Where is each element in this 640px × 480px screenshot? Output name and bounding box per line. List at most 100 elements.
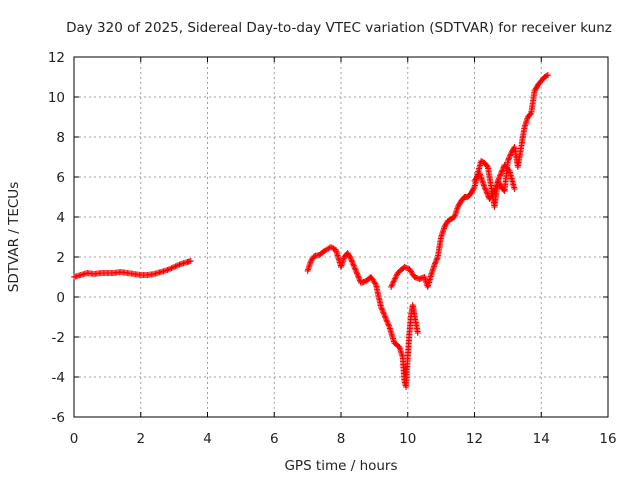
data-point (480, 181, 487, 188)
data-point (495, 176, 502, 183)
data-point (390, 278, 397, 285)
data-point (482, 185, 489, 192)
y-tick-label: -2 (52, 330, 65, 346)
data-point (355, 274, 362, 281)
data-point (494, 181, 501, 187)
data-point (492, 186, 499, 193)
data-point (478, 175, 485, 182)
y-tick-label: 8 (56, 130, 65, 146)
data-point (511, 186, 518, 192)
data-point (353, 268, 360, 274)
data-point (354, 272, 361, 278)
y-tick-label: -4 (52, 370, 65, 386)
data-point (477, 172, 484, 179)
series-segment-1 (71, 258, 194, 280)
data-point (349, 258, 356, 265)
x-tick-label: 2 (136, 431, 145, 447)
grid-lines (74, 57, 608, 417)
series-segment-2 (304, 244, 421, 390)
y-axis-label: SDTVAR / TECUs (6, 182, 22, 292)
data-point (392, 275, 399, 282)
x-tick-label: 14 (533, 431, 550, 447)
data-point (499, 167, 506, 174)
data-point (187, 258, 194, 264)
data-point (492, 185, 499, 192)
y-tick-label: 0 (56, 290, 65, 306)
data-point (481, 184, 488, 190)
data-point (381, 313, 388, 320)
data-point (505, 156, 512, 163)
data-point (352, 266, 359, 273)
data-point (382, 314, 389, 321)
data-point (176, 261, 183, 268)
data-point (391, 277, 398, 283)
x-tick-label: 12 (466, 431, 483, 447)
data-point (498, 168, 505, 175)
data-point (495, 178, 502, 185)
data-point (497, 171, 504, 178)
chart-title: Day 320 of 2025, Sidereal Day-to-day VTE… (66, 20, 612, 36)
data-point (479, 177, 486, 183)
data-points (71, 72, 551, 390)
data-point (479, 178, 486, 185)
data-point (496, 175, 503, 182)
data-point (498, 170, 505, 176)
x-tick-label: 0 (70, 431, 79, 447)
data-point (543, 72, 550, 79)
data-point (505, 155, 512, 162)
data-point (505, 166, 512, 173)
data-point (169, 264, 176, 271)
data-point (383, 316, 390, 322)
data-point (380, 310, 387, 317)
data-point (482, 186, 489, 193)
data-point (351, 265, 358, 272)
tick-labels: 0 2 4 6 8 10 12 14 16 -6 -4 -2 0 2 4 6 8 10 12 (48, 50, 617, 447)
y-tick-label: 10 (48, 90, 65, 106)
data-point (372, 280, 379, 287)
data-point (380, 309, 387, 316)
data-point (433, 258, 440, 264)
data-point (383, 317, 390, 324)
data-point (350, 262, 357, 269)
data-point (483, 189, 490, 196)
data-point (527, 111, 534, 117)
data-point (388, 284, 395, 290)
data-point (483, 188, 490, 194)
data-point (354, 270, 361, 277)
x-tick-label: 4 (203, 431, 212, 447)
x-tick-label: 8 (337, 431, 346, 447)
x-tick-label: 10 (399, 431, 416, 447)
data-point (378, 305, 385, 312)
data-point (350, 261, 357, 268)
data-point (348, 257, 355, 264)
data-point (171, 264, 178, 270)
y-tick-label: 12 (48, 50, 65, 66)
series-segment-4 (471, 162, 518, 202)
data-point (484, 163, 491, 169)
data-point (484, 190, 491, 197)
data-point (379, 306, 386, 313)
data-point (544, 72, 551, 78)
data-point (173, 262, 180, 269)
data-point (506, 154, 513, 160)
x-tick-label: 6 (270, 431, 279, 447)
data-point (384, 318, 391, 325)
data-point (477, 171, 484, 178)
data-point (168, 265, 175, 272)
data-point (385, 321, 392, 328)
y-tick-label: 4 (56, 210, 65, 226)
data-point (490, 189, 497, 196)
data-point (390, 279, 397, 286)
x-axis-label: GPS time / hours (284, 458, 397, 474)
data-point (497, 172, 504, 179)
data-point (347, 254, 354, 261)
data-point (392, 274, 399, 281)
data-point (476, 170, 483, 176)
data-point (491, 188, 498, 194)
data-point (353, 269, 360, 276)
y-tick-label: -6 (52, 410, 65, 426)
y-tick-label: 2 (56, 250, 65, 266)
data-point (167, 265, 174, 272)
